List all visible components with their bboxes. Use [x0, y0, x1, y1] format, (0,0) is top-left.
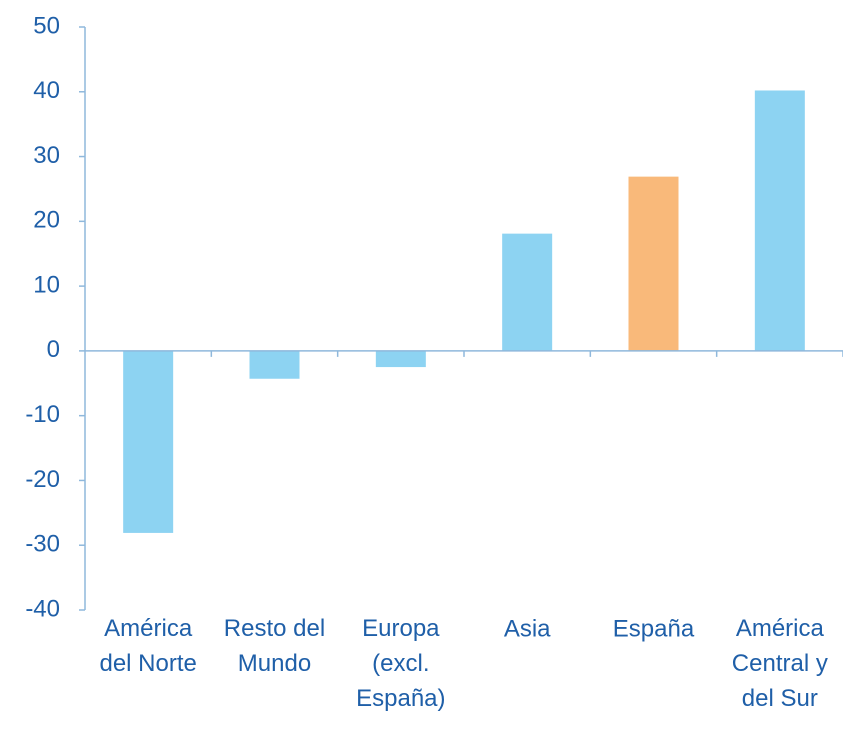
y-tick-label: -40 [25, 595, 60, 622]
y-tick-label: 40 [33, 77, 60, 104]
x-tick-label: Asia [504, 615, 551, 642]
y-tick-label: 10 [33, 271, 60, 298]
x-tick-label: Resto del Mundo [224, 615, 325, 677]
bar [754, 90, 805, 351]
y-tick-label: -30 [25, 531, 60, 558]
y-tick-label: 20 [33, 207, 60, 234]
x-tick-label: España [613, 615, 695, 642]
y-tick-label: 30 [33, 142, 60, 169]
y-tick-label: -10 [25, 401, 60, 428]
x-tick-label: Europa (excl. España) [356, 615, 445, 712]
y-tick-label: 50 [33, 12, 60, 39]
bar [249, 350, 300, 379]
x-tick-label: América del Norte [99, 615, 196, 677]
y-tick-label: -20 [25, 466, 60, 493]
bar [375, 350, 426, 368]
bar [123, 350, 174, 533]
x-tick-label: América Central y del Sur [732, 615, 828, 712]
bar [502, 233, 553, 351]
bar [628, 176, 679, 351]
y-tick-label: 0 [47, 336, 60, 363]
